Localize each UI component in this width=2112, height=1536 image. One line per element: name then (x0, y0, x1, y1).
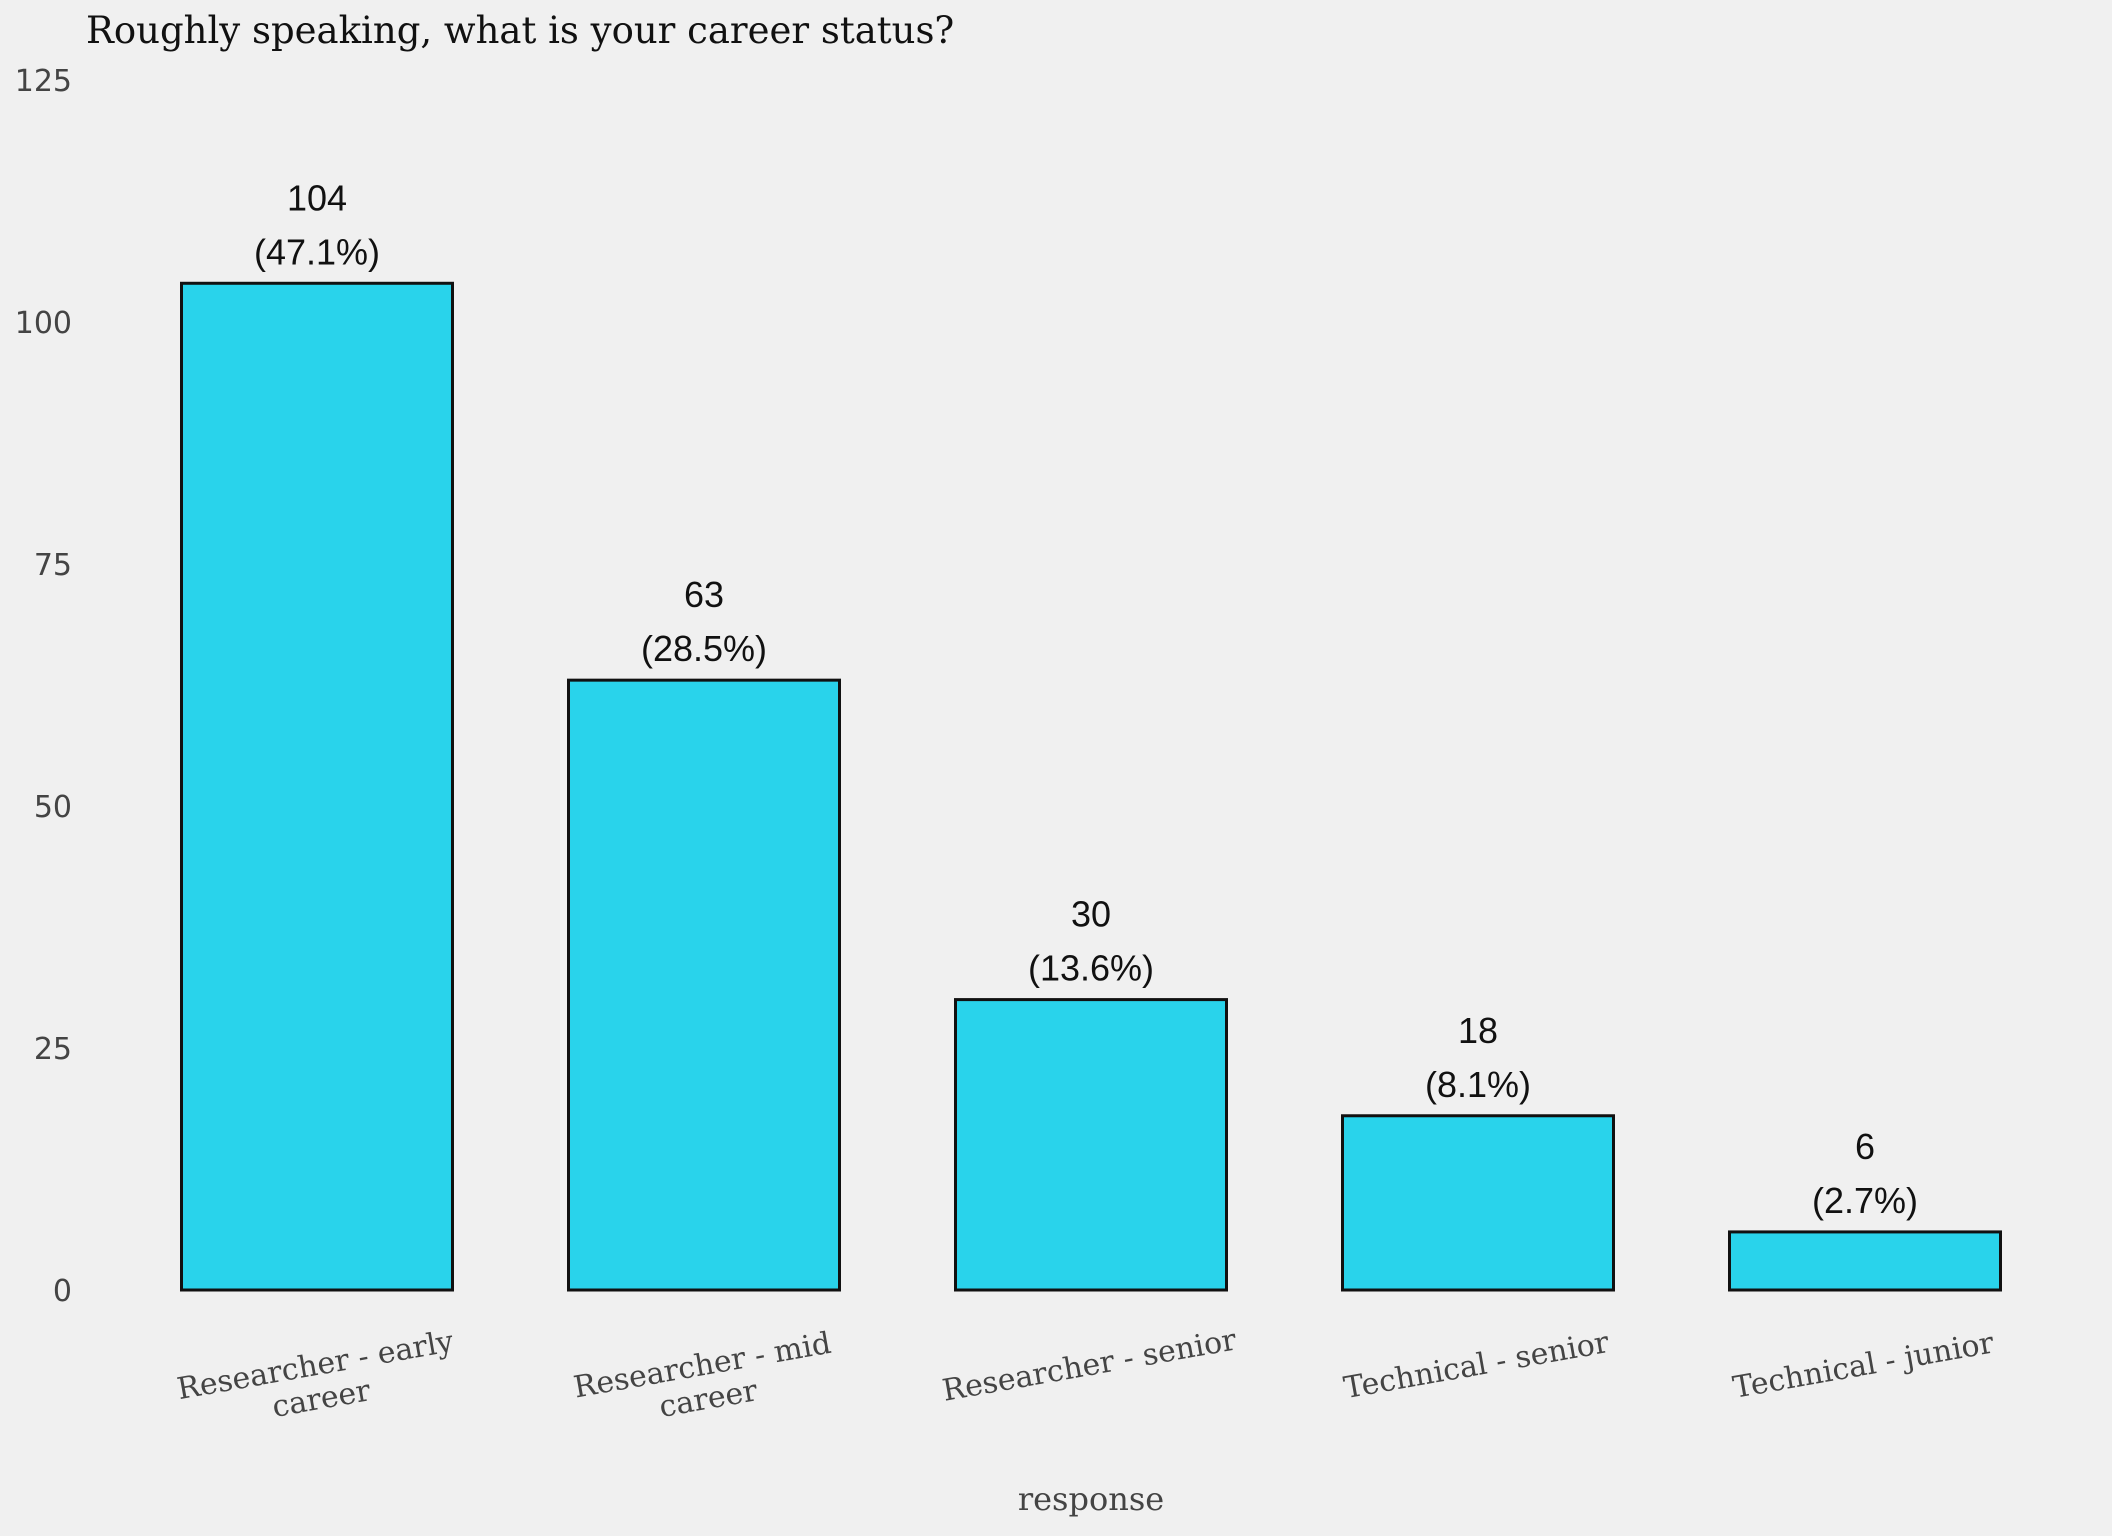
bar-percent-label: (47.1%) (254, 231, 380, 272)
bar-percent-label: (2.7%) (1812, 1180, 1918, 1221)
x-tick-label: Researcher - midcareer (571, 1326, 839, 1439)
bar (567, 678, 841, 1292)
bar (954, 998, 1228, 1292)
x-tick-label-line: Researcher - senior (940, 1322, 1240, 1408)
y-tick-label: 125 (15, 64, 72, 99)
x-axis-label: response (1018, 1480, 1164, 1518)
bar-count-label: 6 (1855, 1126, 1875, 1167)
x-tick-label-line: Technical - junior (1730, 1325, 1997, 1405)
bar-count-label: 30 (1071, 894, 1111, 935)
y-tick-label: 50 (34, 790, 72, 825)
bar-count-label: 18 (1458, 1010, 1498, 1051)
data-labels: 104 (47.1%) 63 (28.5%) 30 (13.6%) 18 (8.1%) 6 (2.… (254, 177, 1918, 1221)
x-tick-label: Researcher - earlycareer (175, 1324, 462, 1441)
bar-count-label: 63 (684, 574, 724, 615)
bar (180, 281, 454, 1292)
x-tick-label-line: Technical - senior (1341, 1325, 1612, 1406)
bar (1341, 1114, 1615, 1292)
bar-percent-label: (8.1%) (1425, 1064, 1531, 1105)
x-tick-label: Technical - junior (1730, 1325, 1997, 1405)
bar-count-label: 104 (287, 177, 347, 218)
bar-percent-label: (28.5%) (641, 628, 767, 669)
bar-percent-label: (13.6%) (1028, 948, 1154, 989)
y-tick-label: 75 (34, 548, 72, 583)
x-tick-label: Technical - senior (1341, 1325, 1612, 1406)
chart-title: Roughly speaking, what is your career st… (86, 9, 954, 52)
bar (1728, 1230, 2002, 1292)
y-axis-ticks: 0 25 50 75 100 125 (15, 64, 72, 1309)
x-axis-ticks: Researcher - earlycareer Researcher - mid… (175, 1322, 1997, 1441)
x-tick-label: Researcher - senior (940, 1322, 1240, 1408)
y-tick-label: 25 (34, 1032, 72, 1067)
bars (180, 281, 2002, 1292)
y-tick-label: 100 (15, 306, 72, 341)
y-tick-label: 0 (53, 1274, 72, 1309)
